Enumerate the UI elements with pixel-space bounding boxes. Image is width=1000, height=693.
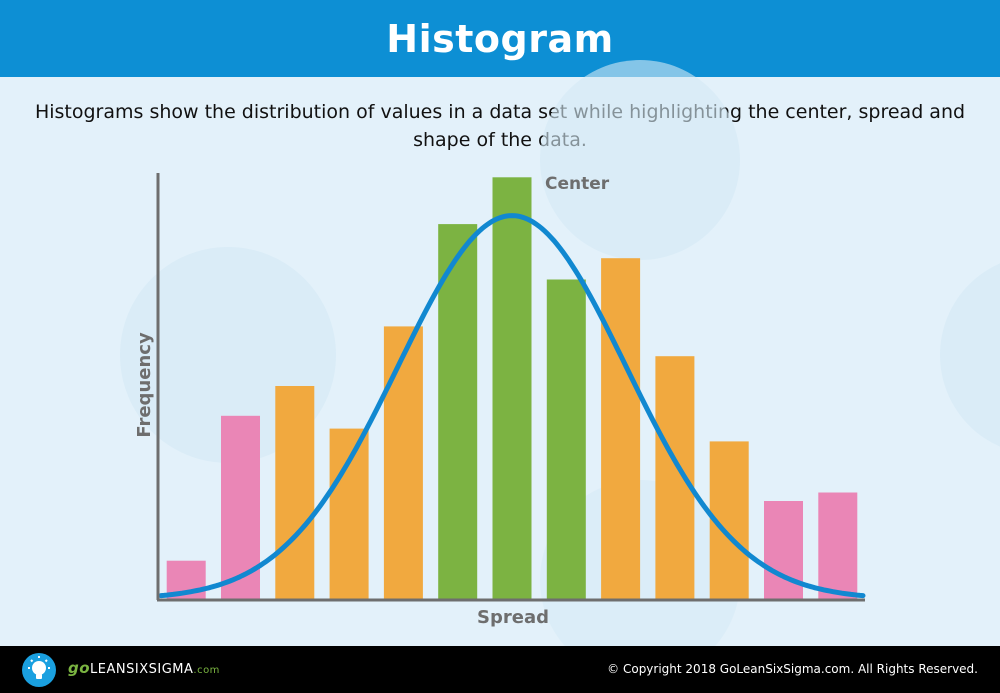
logo-name: LEANSIXSIGMA — [90, 662, 194, 677]
histogram-bar — [601, 258, 641, 599]
bulb-watermark-right — [940, 263, 1000, 447]
histogram-bar — [655, 356, 695, 599]
background-decoration — [120, 60, 1000, 680]
footer-bar: goLEANSIXSIGMA.com © Copyright 2018 GoLe… — [0, 646, 1000, 693]
center-annotation: Center — [545, 174, 610, 194]
lightbulb-icon[interactable] — [22, 653, 56, 687]
histogram-bar — [546, 279, 586, 599]
histogram-bar — [818, 492, 858, 599]
histogram-bar — [383, 326, 423, 599]
copyright-text: © Copyright 2018 GoLeanSixSigma.com. All… — [607, 662, 978, 676]
logo-go: go — [68, 659, 91, 677]
histogram-bar — [492, 177, 532, 600]
page-title: Histogram — [386, 16, 614, 61]
y-axis-label: Frequency — [134, 332, 155, 438]
normal-curve — [158, 213, 866, 599]
bulb-watermark-top — [540, 60, 740, 260]
logo-domain: .com — [193, 665, 220, 676]
histogram-bar — [329, 428, 369, 599]
brand-logo[interactable]: goLEANSIXSIGMA.com — [68, 659, 220, 677]
header-bar: Histogram — [0, 0, 1000, 77]
x-axis-label: Spread — [477, 607, 549, 628]
histogram-bar — [438, 224, 478, 599]
histogram-bar — [275, 386, 315, 599]
